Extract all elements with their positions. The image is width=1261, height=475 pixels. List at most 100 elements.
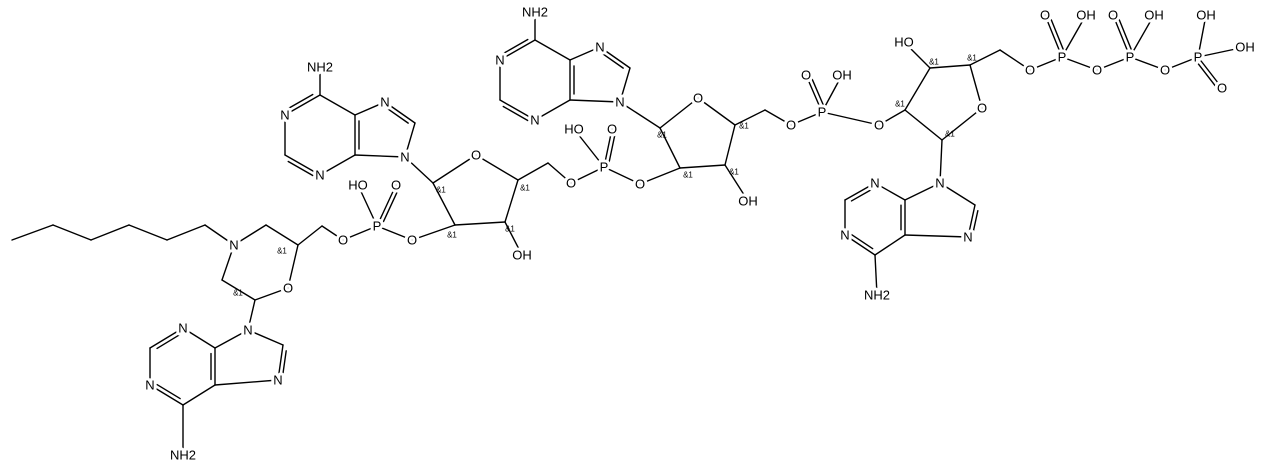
bond: [573, 128, 605, 168]
atom-label: O: [607, 122, 617, 137]
atom-label: N: [380, 95, 389, 110]
bond: [874, 254, 878, 296]
bond: [342, 225, 378, 241]
bond: [734, 109, 766, 126]
bond: [969, 64, 983, 109]
bond: [221, 244, 235, 281]
bond: [517, 162, 549, 181]
double-bond: [1118, 19, 1132, 50]
stereo-label: &1: [447, 231, 457, 240]
atom-label: OH: [738, 194, 758, 209]
bond: [724, 164, 749, 202]
stereo-label: &1: [233, 289, 243, 298]
atom-label: NH2: [170, 448, 196, 463]
bond: [547, 162, 572, 184]
bond: [376, 184, 397, 227]
bond: [475, 154, 519, 181]
atom-label: O: [407, 233, 417, 248]
bond: [790, 111, 823, 126]
atom-label: P: [1058, 50, 1067, 65]
bond: [1197, 56, 1223, 89]
bond: [603, 166, 641, 185]
bond: [941, 107, 983, 141]
bond: [504, 221, 523, 256]
stereo-label: &1: [657, 131, 667, 140]
bond: [1129, 14, 1155, 58]
atom-label: O: [338, 233, 348, 248]
double-bond: [382, 192, 398, 223]
atom-label: OH: [1144, 8, 1164, 23]
double-bond: [850, 188, 874, 202]
double-bond: [282, 350, 287, 377]
atom-label: N: [273, 373, 282, 388]
atom-label: O: [391, 178, 401, 193]
bond: [904, 182, 941, 201]
bond: [128, 224, 168, 241]
bond: [599, 46, 631, 69]
atom-label: N: [178, 321, 187, 336]
stereo-label: &1: [277, 247, 287, 256]
bond: [319, 154, 356, 176]
bond: [221, 279, 256, 301]
bond: [903, 41, 931, 69]
atom-label: NH2: [864, 288, 890, 303]
bond: [247, 329, 284, 346]
bond: [821, 111, 880, 126]
atom-label: O: [786, 118, 796, 133]
atom-label: O: [977, 101, 987, 116]
atom-label: OH: [512, 248, 532, 263]
atom-label: P: [600, 160, 609, 175]
atom-label: N: [530, 113, 539, 128]
bond: [504, 179, 519, 223]
bond: [404, 156, 434, 184]
atom-label: N: [229, 238, 238, 253]
bond: [1112, 14, 1131, 58]
atom-label: P: [373, 219, 382, 234]
stereo-label: &1: [967, 54, 977, 63]
stereo-label: &1: [683, 171, 693, 180]
bond: [1061, 14, 1087, 58]
atom-label: O: [283, 281, 293, 296]
bond: [1061, 56, 1098, 71]
bond: [1197, 14, 1207, 58]
bond: [570, 166, 605, 184]
bond: [149, 327, 184, 349]
bond: [166, 224, 206, 241]
stereo-label: &1: [436, 186, 446, 195]
bond: [967, 204, 976, 238]
bond: [297, 225, 323, 246]
double-bond: [1050, 19, 1064, 50]
stereo-label: &1: [729, 168, 739, 177]
double-bond: [811, 78, 824, 106]
atom-label: P: [818, 105, 827, 120]
bond: [277, 344, 284, 381]
bond: [534, 99, 571, 121]
bond: [1164, 56, 1199, 71]
atom-label: NH2: [522, 5, 548, 20]
stereo-label: &1: [505, 225, 515, 234]
atom-label: O: [566, 176, 576, 191]
bond: [284, 154, 321, 176]
double-bond: [386, 107, 409, 124]
double-bond: [972, 209, 979, 234]
atom-label: N: [963, 230, 972, 245]
bond: [874, 182, 906, 201]
bond: [534, 39, 571, 61]
atom-label: O: [801, 68, 811, 83]
bond: [404, 122, 416, 158]
bond: [499, 99, 536, 121]
bond: [204, 224, 235, 246]
double-bond: [156, 383, 181, 400]
bond: [878, 109, 906, 126]
bond: [52, 224, 92, 241]
bond: [265, 224, 299, 246]
bond: [805, 74, 823, 113]
stereo-label: &1: [929, 58, 939, 67]
atom-label: O: [471, 148, 481, 163]
double-bond: [156, 333, 181, 350]
bond: [411, 224, 456, 241]
bond: [764, 109, 792, 126]
atom-label: N: [400, 150, 409, 165]
atom-label: O: [693, 91, 703, 106]
